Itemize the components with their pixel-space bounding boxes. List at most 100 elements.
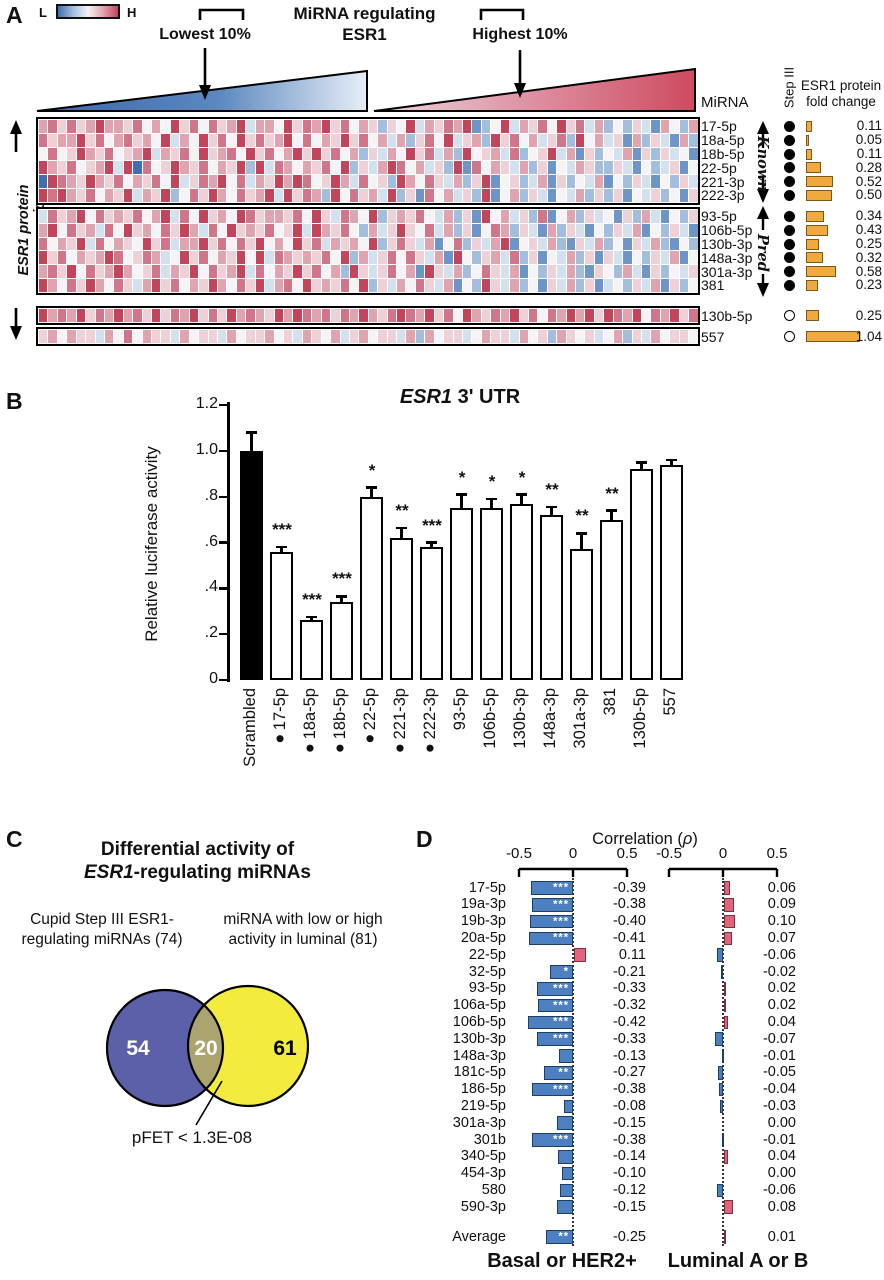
- heatmap-cell: [538, 309, 547, 322]
- heatmap-cell: [359, 133, 368, 147]
- heatmap-cell: [293, 175, 302, 189]
- heatmap-cell: [415, 279, 425, 292]
- panel-d-basal-bar: [560, 1183, 573, 1198]
- heatmap-cell: [123, 189, 133, 202]
- heatmap-cell: [519, 223, 528, 237]
- heatmap-cell: [604, 251, 613, 265]
- heatmap-cell: [274, 120, 283, 133]
- panel-d-mirna-label: 19b-3p: [460, 913, 506, 930]
- heatmap-cell: [57, 161, 67, 175]
- heatmap-cell: [425, 133, 434, 147]
- heatmap-cell: [236, 133, 246, 147]
- panel-b-x-label: ●17-5p: [271, 688, 289, 749]
- heatmap-cell: [142, 251, 152, 265]
- heatmap-cell: [679, 309, 689, 322]
- heatmap-cell: [170, 175, 180, 189]
- heatmap-cell: [651, 330, 660, 343]
- heatmap-cell: [331, 237, 340, 251]
- heatmap-cell: [302, 189, 312, 202]
- heatmap-cell: [444, 161, 453, 175]
- heatmap-cell: [453, 120, 462, 133]
- heatmap-cell: [519, 309, 528, 322]
- heatmap-cell: [340, 210, 349, 223]
- heatmap-cell: [604, 147, 613, 161]
- heatmap-cell: [349, 223, 359, 237]
- panel-b-x-label: ●221-3p: [391, 688, 409, 758]
- panel-d-luminal-bar: [718, 1082, 723, 1097]
- heatmap-cell: [378, 120, 387, 133]
- heatmap-cell: [114, 147, 123, 161]
- heatmap-cell: [425, 223, 434, 237]
- heatmap-cell: [255, 161, 265, 175]
- heatmap-cell: [86, 309, 95, 322]
- heatmap-cell: [406, 133, 415, 147]
- heatmap-cell: [651, 279, 660, 292]
- panel-b-y-tick: [219, 403, 228, 407]
- pred-group-arrows-icon: [757, 206, 769, 297]
- panel-b-error-cap: [516, 493, 527, 496]
- heatmap-cell: [425, 279, 434, 292]
- heatmap-cell: [114, 223, 123, 237]
- heatmap-cell: [387, 210, 397, 223]
- heatmap-cell: [689, 237, 698, 251]
- heatmap-cell: [368, 279, 378, 292]
- heatmap-cell: [340, 265, 349, 279]
- heatmap-cell: [359, 251, 368, 265]
- heatmap-cell: [576, 237, 585, 251]
- heatmap-cell: [453, 161, 462, 175]
- heatmap-cell: [48, 237, 57, 251]
- step3-circle: [784, 310, 795, 321]
- heatmap-cell: [481, 223, 491, 237]
- heatmap-cell: [312, 330, 321, 343]
- heatmap-cell: [246, 223, 255, 237]
- heatmap-cell: [227, 189, 236, 202]
- panel-b-significance: ***: [272, 520, 292, 540]
- heatmap-cell: [642, 279, 651, 292]
- heatmap-cell: [642, 251, 651, 265]
- heatmap-cell: [48, 309, 57, 322]
- fold-change-bar: [806, 224, 829, 236]
- heatmap-cell: [189, 223, 199, 237]
- heatmap-cell: [444, 120, 453, 133]
- heatmap-cell: [604, 210, 613, 223]
- heatmap-cell: [679, 161, 689, 175]
- heatmap-cell: [397, 330, 406, 343]
- heatmap-cell: [642, 161, 651, 175]
- heatmap-row: [39, 279, 698, 292]
- heatmap-cell: [585, 120, 594, 133]
- heatmap-cell: [283, 251, 293, 265]
- heatmap-cell: [246, 251, 255, 265]
- heatmap-cell: [95, 330, 104, 343]
- venn-diagram: 54 20 61: [105, 984, 310, 1126]
- panel-b-error-cap: [606, 509, 617, 512]
- heatmap-cell: [312, 133, 321, 147]
- heatmap-cell: [218, 223, 227, 237]
- heatmap-cell: [585, 133, 594, 147]
- heatmap-cell: [104, 279, 114, 292]
- heatmap-cell: [434, 189, 444, 202]
- panel-b-significance: ***: [332, 569, 352, 589]
- heatmap-cell: [368, 210, 378, 223]
- panel-b-error-whisker: [340, 596, 343, 603]
- panel-b-error-cap: [276, 545, 287, 549]
- heatmap-cell: [538, 265, 547, 279]
- heatmap-cell: [208, 189, 218, 202]
- panel-d-basal-bar: ***: [537, 1032, 573, 1046]
- heatmap-cell: [218, 175, 227, 189]
- heatmap-cell: [199, 265, 208, 279]
- heatmap-cell: [387, 251, 397, 265]
- heatmap-cell: [632, 189, 641, 202]
- heatmap-cell: [349, 175, 359, 189]
- heatmap-cell: [519, 120, 528, 133]
- panel-d-basal-value: -0.38: [612, 896, 646, 913]
- heatmap-cell: [321, 147, 331, 161]
- heatmap-cell: [547, 189, 557, 202]
- panel-d-significance: ***: [553, 982, 569, 995]
- heatmap-cell: [651, 309, 660, 322]
- heatmap-cell: [604, 133, 613, 147]
- heatmap-cell: [368, 133, 378, 147]
- panel-d-mirna-label: 181c-5p: [453, 1064, 506, 1081]
- heatmap-cell: [689, 279, 698, 292]
- heatmap-cell: [566, 120, 576, 133]
- heatmap-cell: [180, 120, 189, 133]
